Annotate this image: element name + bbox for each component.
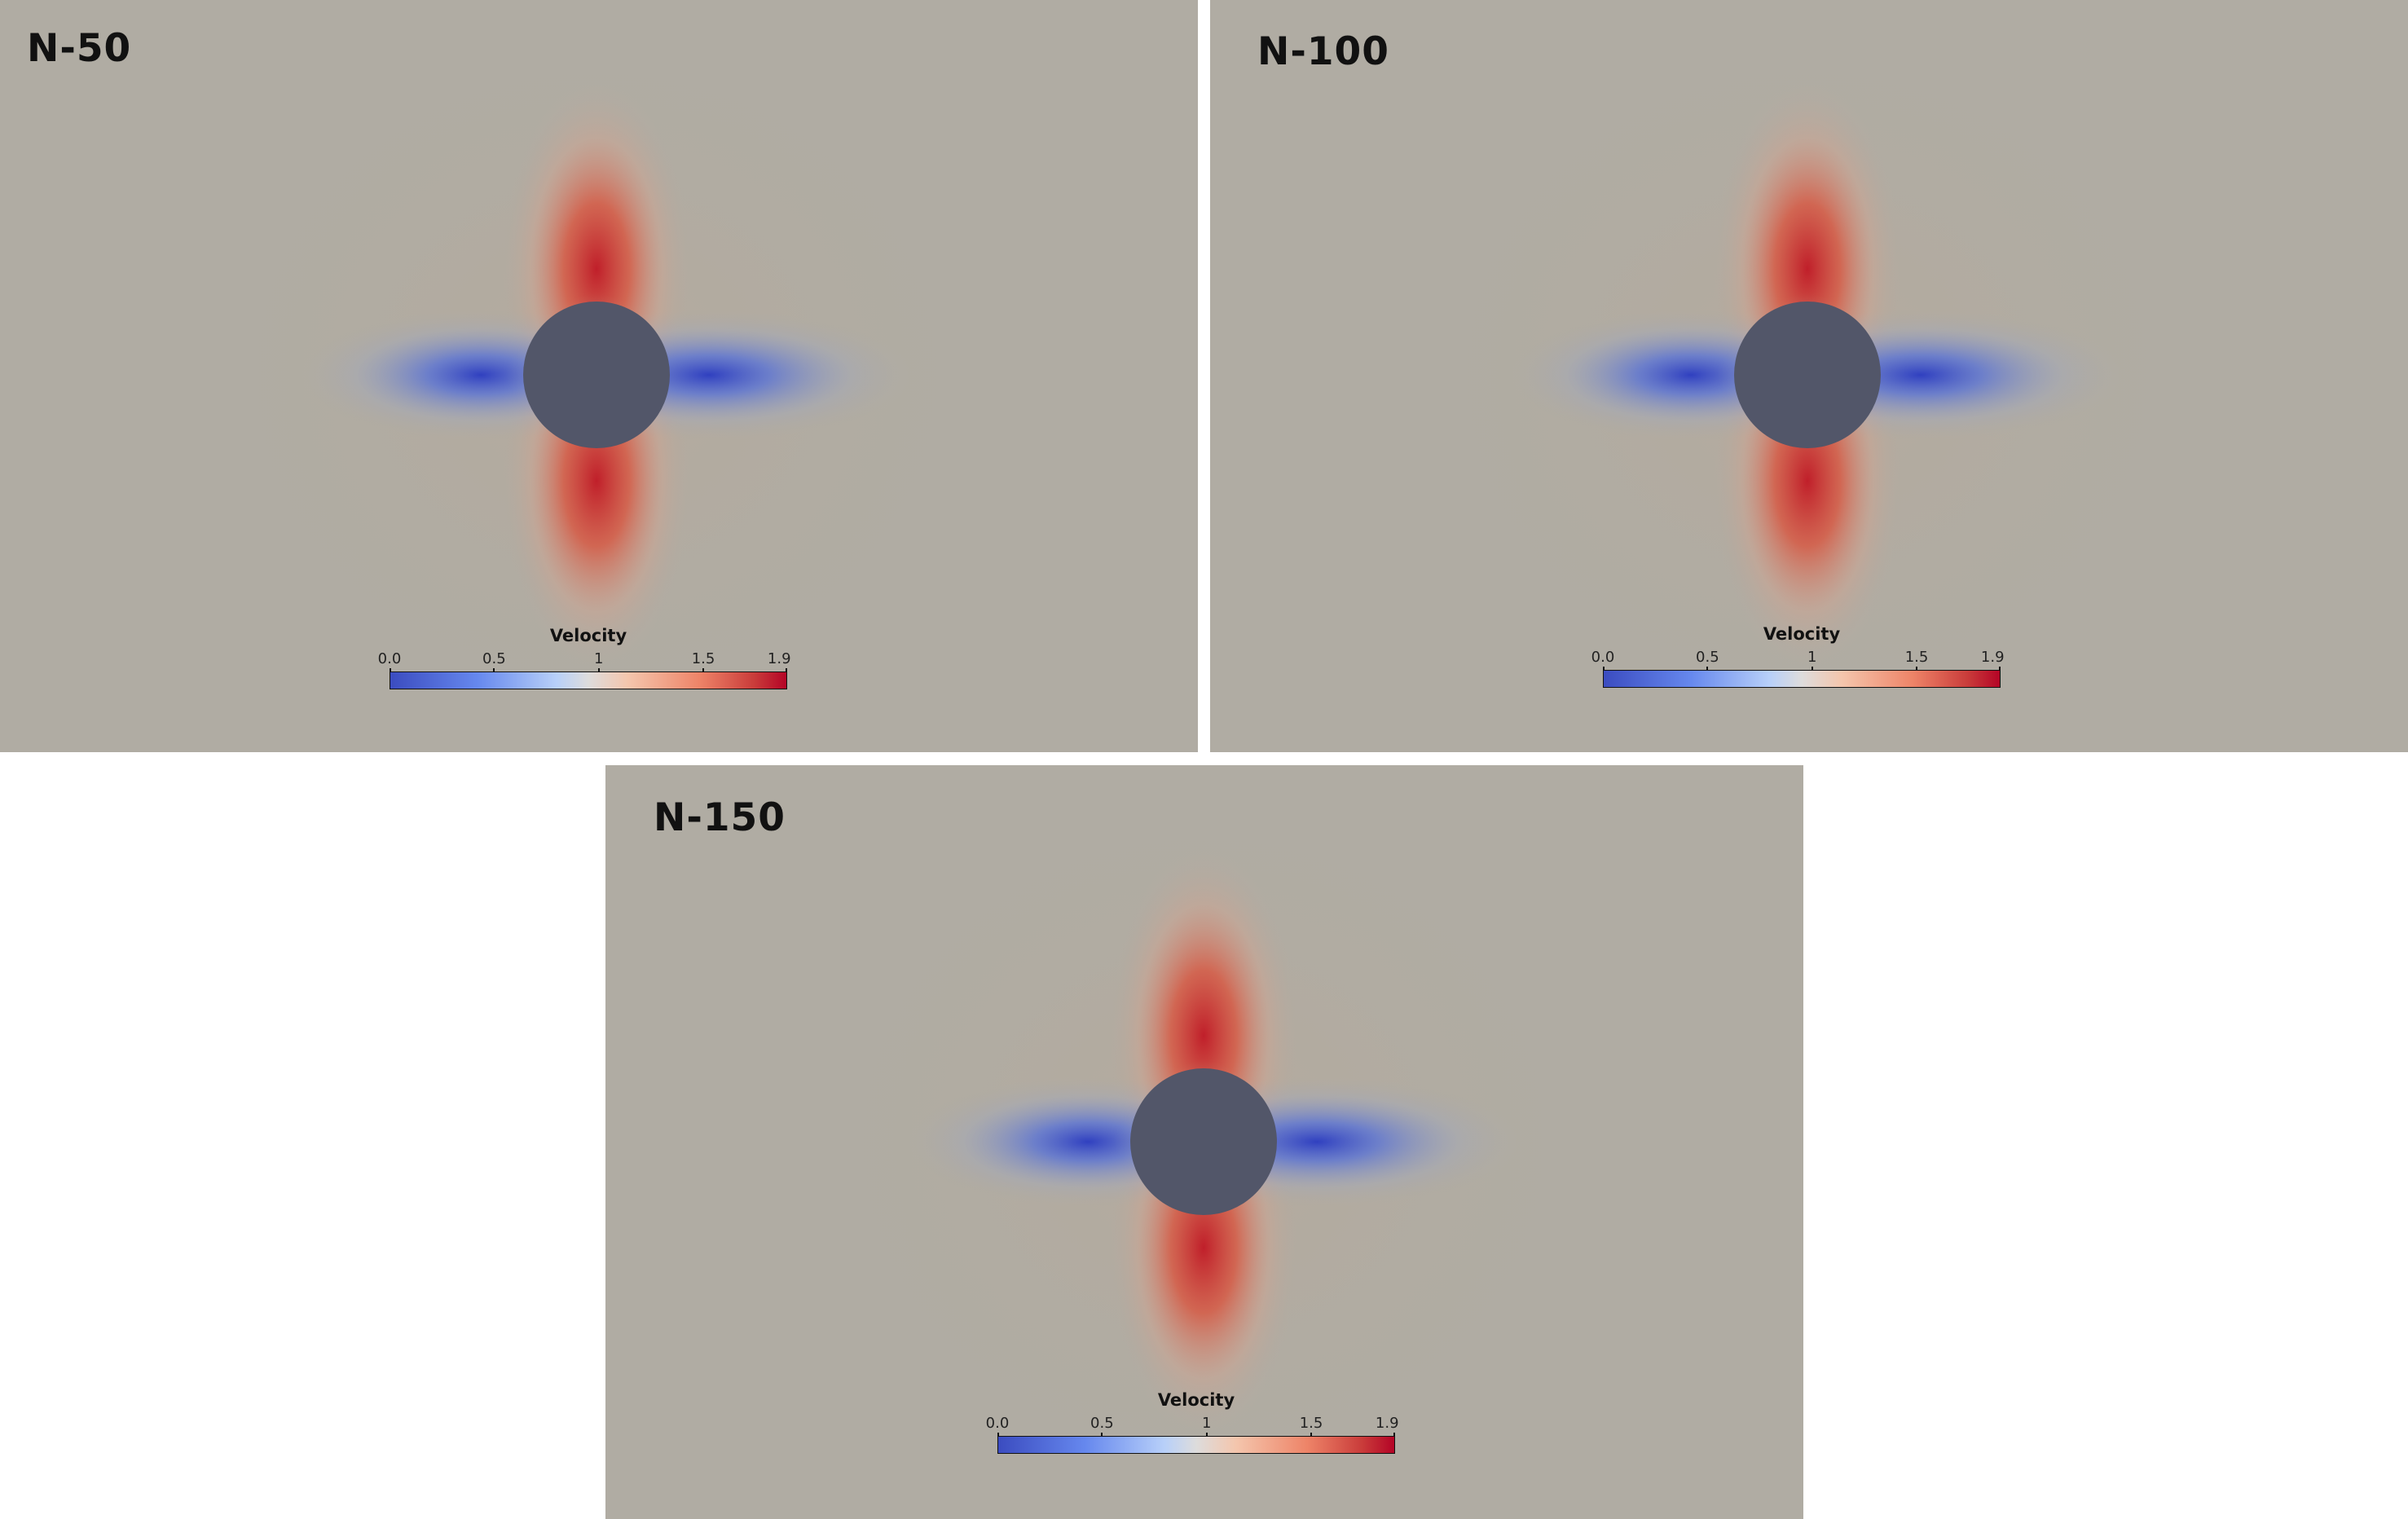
- colorbar-title: Velocity: [1763, 624, 1841, 644]
- colorbar-tick-label: 1.5: [1904, 649, 1929, 666]
- velocity-colorbar: Velocity 0.0 0.5 1 1.5 1.9: [1591, 624, 2005, 688]
- panel-n100: N-100 Velocity 0.0 0.5 1 1.5 1.9: [1210, 0, 2408, 752]
- colorbar-tick-label: 1.9: [1375, 1415, 1399, 1432]
- velocity-field-image: [605, 765, 1803, 1519]
- panel-n150: N-150 Velocity 0.0 0.5 1 1.5 1.9: [605, 765, 1803, 1519]
- colorbar-title: Velocity: [549, 626, 627, 645]
- velocity-field-image: [1210, 0, 2408, 752]
- colorbar-tick-label: 0.5: [482, 650, 506, 667]
- panel-label: N-50: [27, 26, 132, 71]
- colorbar-tick-label: 1: [1201, 1415, 1212, 1432]
- colorbar-title: Velocity: [1157, 1390, 1235, 1410]
- colorbar-tick-label: 1.9: [767, 650, 791, 667]
- colorbar-tick-label: 1.9: [1980, 649, 2005, 666]
- panel-n50: N-50 Velocity 0.0 0.5 1 1.5 1.9: [0, 0, 1198, 752]
- colorbar-tick-label: 1.5: [1299, 1415, 1323, 1432]
- colorbar-tick-label: 0.0: [985, 1415, 1010, 1432]
- colorbar-tick-label: 1: [593, 650, 604, 667]
- colorbar-tick-label: 0.0: [1591, 649, 1615, 666]
- colorbar-tick-label: 0.0: [377, 650, 402, 667]
- colorbar-tick-label: 1: [1807, 649, 1817, 666]
- velocity-colorbar: Velocity 0.0 0.5 1 1.5 1.9: [986, 1390, 1399, 1454]
- colorbar-tick-label: 0.5: [1696, 649, 1719, 666]
- colorbar-gradient: [1603, 670, 2001, 688]
- panel-label: N-150: [654, 795, 786, 840]
- colorbar-gradient: [390, 671, 787, 689]
- velocity-colorbar: Velocity 0.0 0.5 1 1.5 1.9: [378, 626, 791, 689]
- velocity-field-image: [0, 0, 1198, 752]
- colorbar-gradient: [997, 1436, 1395, 1454]
- colorbar-tick-label: 1.5: [691, 650, 715, 667]
- colorbar-tick-label: 0.5: [1090, 1415, 1114, 1432]
- panel-label: N-100: [1257, 29, 1389, 74]
